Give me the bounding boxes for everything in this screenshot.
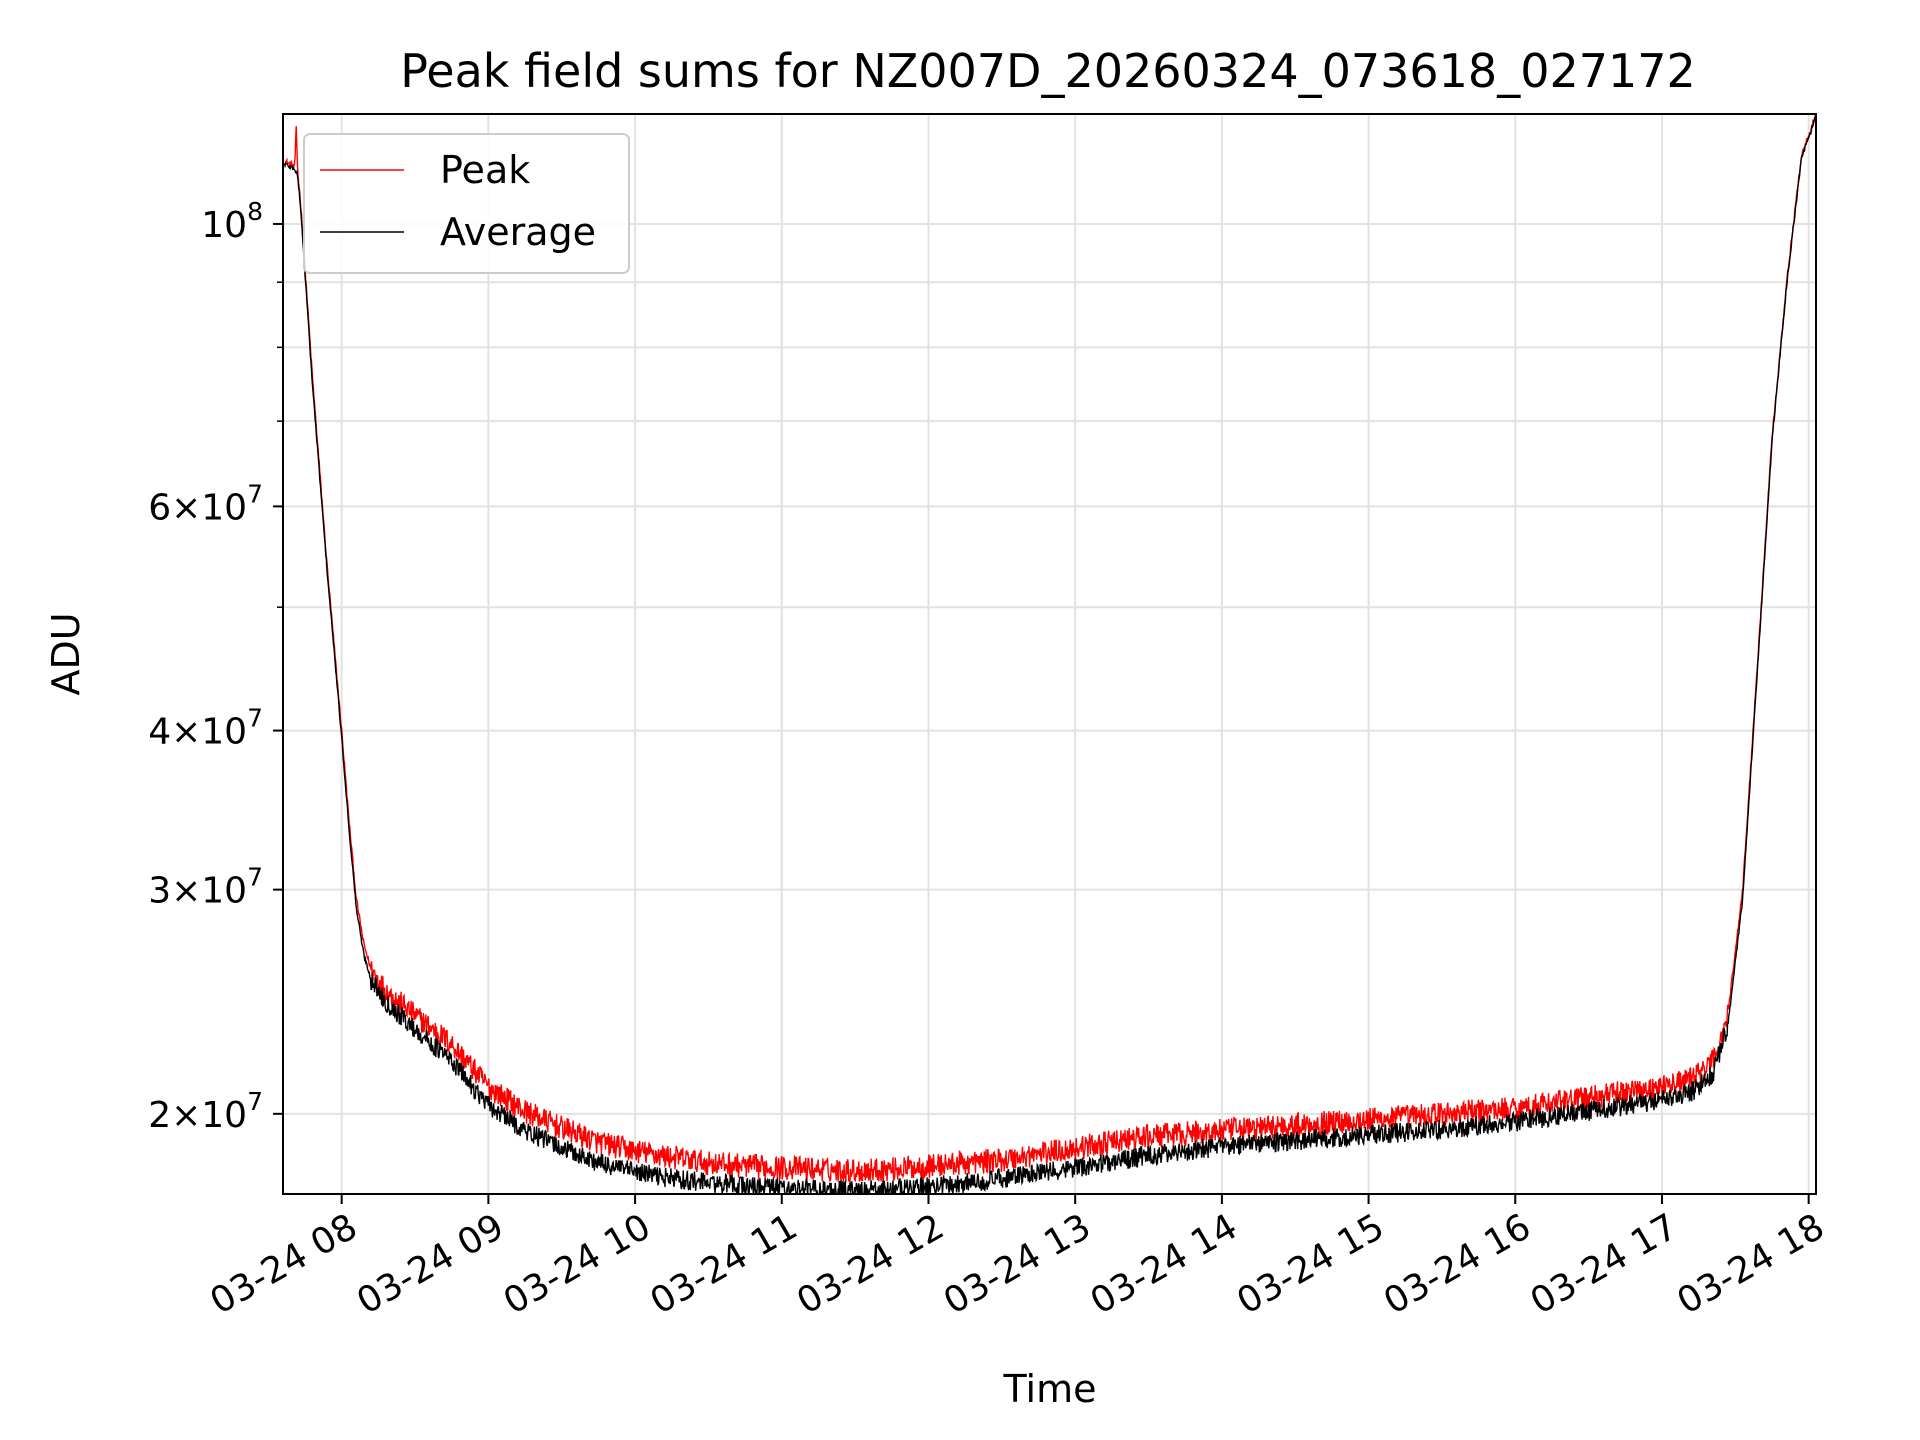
x-axis-label: Time — [1003, 1367, 1097, 1411]
plot-area — [283, 114, 1816, 1194]
legend-box — [303, 133, 630, 274]
y-axis: 2×107 3×107 4×107 6×107 108 — [148, 197, 283, 1136]
x-tick-label: 03-24 08 — [204, 1206, 365, 1322]
y-tick-label: 6×107 — [148, 479, 263, 528]
x-tick-label: 03-24 18 — [1670, 1206, 1831, 1322]
x-tick-label: 03-24 09 — [350, 1206, 511, 1322]
plot-frame — [282, 113, 1817, 1195]
y-tick-label: 3×107 — [148, 863, 263, 912]
series-line-average — [283, 116, 1816, 1194]
x-tick-label: 03-24 13 — [937, 1206, 1098, 1322]
x-tick-label: 03-24 10 — [497, 1206, 658, 1322]
legend-label-peak: Peak — [440, 148, 530, 192]
legend-label-average: Average — [440, 210, 596, 254]
legend: Peak Average — [303, 133, 630, 274]
y-tick-label: 108 — [201, 197, 263, 246]
y-axis-label: ADU — [44, 612, 88, 695]
x-tick-label: 03-24 17 — [1524, 1206, 1685, 1322]
x-tick-label: 03-24 15 — [1230, 1206, 1391, 1322]
y-tick-label: 4×107 — [148, 704, 263, 753]
series-line-peak — [284, 114, 1816, 1183]
x-tick-label: 03-24 16 — [1377, 1206, 1538, 1322]
x-tick-label: 03-24 14 — [1084, 1206, 1245, 1322]
chart-title: Peak field sums for NZ007D_20260324_0736… — [400, 44, 1696, 98]
x-tick-label: 03-24 11 — [644, 1206, 805, 1322]
x-tick-label: 03-24 12 — [790, 1206, 951, 1322]
y-tick-label: 2×107 — [148, 1087, 263, 1136]
grid — [283, 114, 1816, 1194]
